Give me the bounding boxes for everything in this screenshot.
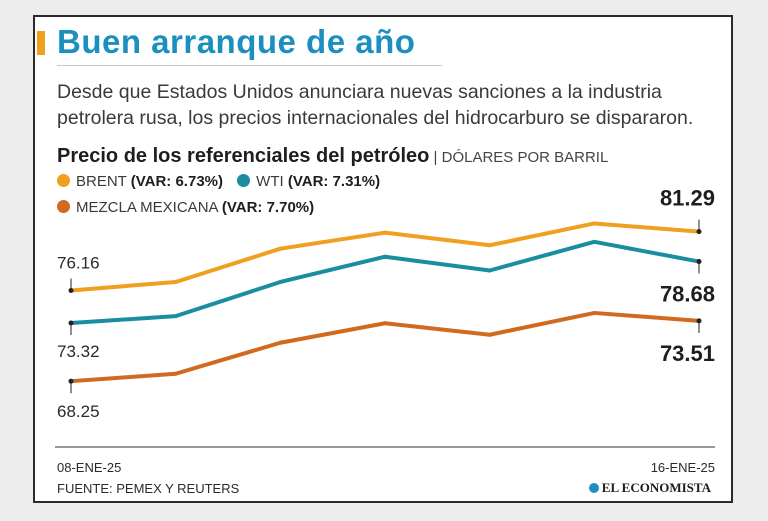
publisher-logo: EL ECONOMISTA: [588, 480, 711, 496]
x-tick-label-end: 16-ENE-25: [651, 460, 715, 475]
legend-label-brent: BRENT: [76, 173, 127, 190]
legend-item-mezcla: MEZCLA MEXICANA (VAR: 7.70%): [57, 199, 314, 216]
infographic-card: Buen arranque de año Desde que Estados U…: [33, 15, 733, 503]
page-title: Buen arranque de año: [57, 23, 416, 60]
start-value-label-wti: 73.32: [57, 342, 100, 361]
data-point-brent-5: [592, 221, 597, 226]
data-point-mezcla-mexicana-1: [173, 371, 178, 376]
end-value-label-brent: 81.29: [660, 186, 715, 211]
legend-var-mezcla: (VAR: 7.70%): [221, 199, 315, 216]
legend-item-wti: WTI (VAR: 7.31%): [237, 173, 380, 190]
source-note: FUENTE: PEMEX Y REUTERS: [57, 481, 240, 496]
legend-dot-brent: [57, 174, 70, 187]
data-point-mezcla-mexicana-4: [487, 332, 492, 337]
data-point-wti-1: [173, 314, 178, 319]
title-accent-bar: [37, 31, 45, 55]
legend-label-wti: WTI: [256, 173, 284, 190]
data-point-brent-4: [487, 243, 492, 248]
data-point-wti-2: [278, 279, 283, 284]
data-point-wti-5: [592, 239, 597, 244]
data-point-brent-1: [173, 279, 178, 284]
legend-row-2: MEZCLA MEXICANA (VAR: 7.70%): [57, 199, 324, 216]
data-point-wti-3: [383, 254, 387, 259]
legend-row-1: BRENT (VAR: 6.73%) WTI (VAR: 7.31%): [57, 173, 390, 190]
data-point-mezcla-mexicana-2: [278, 340, 283, 345]
start-value-label-mezcla-mexicana: 68.25: [57, 402, 100, 421]
end-value-label-mezcla-mexicana: 73.51: [660, 341, 715, 366]
line-chart: 08-ENE-25 16-ENE-25 76.16 81.29 73.32 78.68 68…: [55, 186, 715, 475]
legend-var-brent: (VAR: 6.73%): [130, 173, 223, 190]
legend-label-mezcla: MEZCLA MEXICANA: [76, 199, 218, 216]
data-point-wti-4: [487, 268, 492, 273]
legend-dot-wti: [237, 174, 251, 187]
legend-dot-mezcla: [57, 200, 70, 213]
x-tick-label-start: 08-ENE-25: [57, 460, 121, 475]
logo-icon: [588, 483, 599, 493]
start-value-label-brent: 76.16: [57, 253, 100, 272]
chart-title: Precio de los referenciales del petróleo: [57, 145, 430, 167]
logo-text: EL ECONOMISTA: [601, 480, 711, 495]
chart-heading: Precio de los referenciales del petróleo…: [57, 145, 608, 168]
end-value-label-wti: 78.68: [660, 282, 715, 307]
data-point-brent-2: [278, 246, 283, 251]
data-point-brent-3: [383, 230, 387, 235]
legend-var-wti: (VAR: 7.31%): [287, 173, 381, 190]
chart-units: | DÓLARES POR BARRIL: [429, 149, 609, 166]
legend-item-brent: BRENT (VAR: 6.73%): [57, 173, 227, 190]
data-point-mezcla-mexicana-3: [383, 321, 387, 326]
title-divider: [57, 65, 442, 66]
subtitle: Desde que Estados Unidos anunciara nueva…: [57, 81, 694, 129]
data-point-mezcla-mexicana-5: [592, 310, 597, 315]
